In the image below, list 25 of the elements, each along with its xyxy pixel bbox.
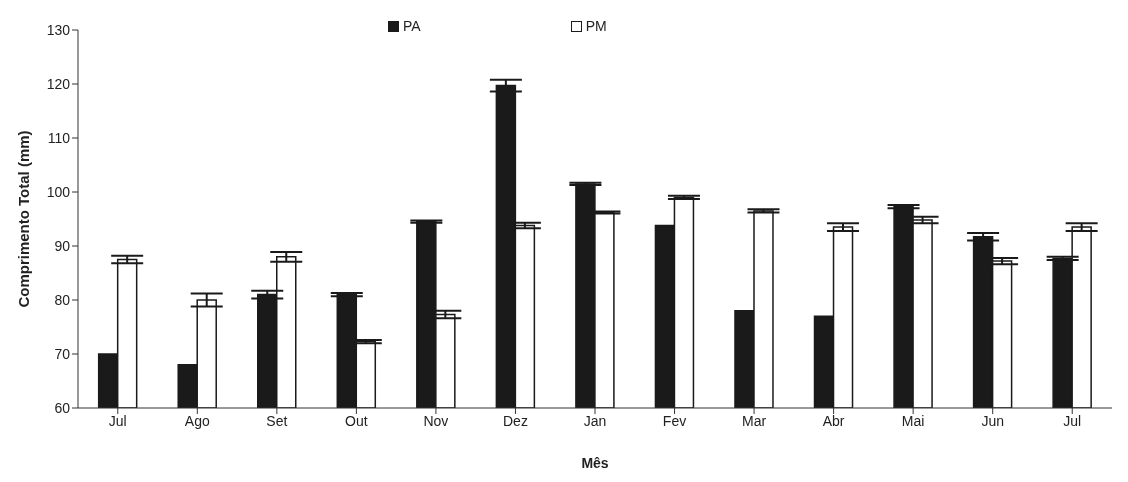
- y-tick-label: 100: [46, 183, 71, 200]
- legend-label: PA: [402, 18, 421, 34]
- x-tick-label: Nov: [423, 412, 449, 429]
- x-tick-label: Jul: [108, 412, 127, 429]
- x-tick-label: Ago: [184, 412, 210, 429]
- y-tick-label: 70: [54, 345, 71, 362]
- x-axis-title: Mês: [581, 454, 609, 471]
- y-axis-title: Comprimento Total (mm): [15, 130, 33, 308]
- y-tick-label: 120: [46, 75, 71, 92]
- x-tick-label: Dez: [503, 412, 528, 429]
- x-tick-label: Mar: [742, 412, 767, 429]
- x-tick-label: Jun: [981, 412, 1004, 429]
- y-tick-label: 110: [47, 129, 71, 146]
- legend-label: PM: [584, 18, 607, 34]
- x-tick-label: Abr: [822, 412, 845, 429]
- x-tick-label: Jul: [1063, 412, 1082, 429]
- y-tick-label: 80: [54, 291, 71, 308]
- y-tick-label: 90: [54, 237, 71, 254]
- x-tick-label: Set: [266, 412, 288, 429]
- y-tick-label: 130: [46, 21, 71, 38]
- x-tick-label: Fev: [662, 412, 687, 429]
- x-tick-label: Mai: [901, 412, 925, 429]
- x-tick-label: Out: [345, 412, 368, 429]
- y-tick-label: 60: [54, 399, 71, 416]
- x-tick-label: Jan: [583, 412, 607, 429]
